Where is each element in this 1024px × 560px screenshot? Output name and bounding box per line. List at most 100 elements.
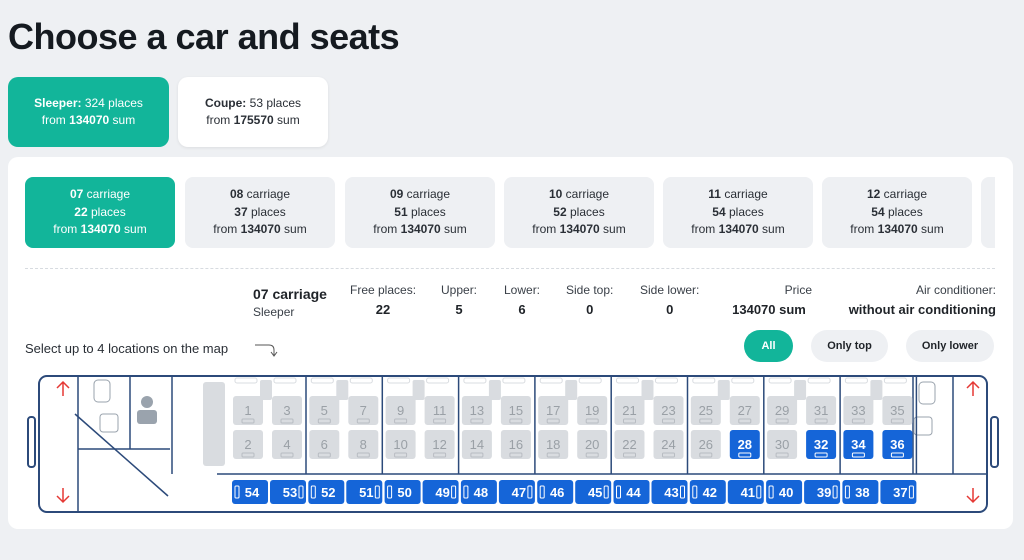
filter-only-top-button[interactable]: Only top	[811, 330, 888, 362]
seat-number: 25	[699, 403, 713, 418]
seat-number: 40	[779, 485, 793, 500]
seat-32[interactable]	[806, 430, 837, 459]
car-type-name: Sleeper:	[34, 96, 82, 110]
car-type-tab-coupe[interactable]: Coupe: 53 places from 175570 sum	[178, 77, 328, 147]
side-seat-50[interactable]	[384, 480, 421, 504]
carriage-from: from	[850, 222, 875, 236]
car-type-tab-sleeper[interactable]: Sleeper: 324 places from 134070 sum	[8, 77, 169, 147]
arrow-up-right-icon	[966, 380, 980, 396]
carriage-unit: sum	[444, 222, 467, 236]
side-seat-41[interactable]	[727, 480, 764, 504]
carriage-tab-next-partial[interactable]	[981, 177, 995, 248]
seat-pillow	[908, 485, 914, 499]
info-label: Free places:	[350, 283, 417, 297]
berth-head	[655, 377, 678, 384]
carriage-tab-08[interactable]: 08 carriage 37 places from 134070 sum	[185, 177, 335, 248]
carriage-tab-12[interactable]: 12 carriage 54 places from 134070 sum	[822, 177, 972, 248]
selected-carriage-title: 07 carriage	[253, 286, 327, 302]
seat-pillow	[234, 485, 240, 499]
info-value: 0	[666, 302, 674, 317]
carriage-from: from	[532, 222, 557, 236]
side-seat-51[interactable]	[346, 480, 383, 504]
berth-head	[234, 377, 258, 384]
carriage-tab-10[interactable]: 10 carriage 52 places from 134070 sum	[504, 177, 654, 248]
seat-24	[653, 430, 684, 459]
carriage-tab-09[interactable]: 09 carriage 51 places from 134070 sum	[345, 177, 495, 248]
seat-21	[614, 396, 645, 425]
seat-pillow	[616, 485, 621, 499]
seat-pillow	[280, 418, 294, 424]
carriage-word: carriage	[565, 187, 610, 201]
side-seat-48[interactable]	[460, 480, 497, 504]
seat-16	[500, 430, 531, 459]
seat-2	[233, 430, 263, 459]
seat-36[interactable]	[882, 430, 913, 459]
seat-34[interactable]	[843, 430, 874, 459]
seat-pillow	[851, 418, 865, 424]
info-label: Air conditioner:	[915, 283, 996, 297]
side-seat-43[interactable]	[651, 480, 688, 504]
seat-pillow	[680, 485, 685, 499]
side-seat-39[interactable]	[804, 480, 841, 504]
info-value: 6	[518, 302, 526, 317]
seat-9	[385, 396, 416, 425]
car-type-from: from	[41, 113, 66, 127]
seat-pillow	[768, 485, 774, 499]
filter-only-lower-button[interactable]: Only lower	[906, 330, 994, 362]
side-seat-46[interactable]	[537, 480, 574, 504]
side-seat-44[interactable]	[613, 480, 650, 504]
side-seat-42[interactable]	[689, 480, 726, 504]
seat-17	[538, 396, 569, 425]
seat-33	[843, 396, 874, 425]
seat-pillow	[546, 452, 560, 458]
seat-28[interactable]	[729, 430, 760, 459]
berth-head	[883, 377, 907, 384]
side-seat-47[interactable]	[498, 480, 535, 504]
seat-pillow	[585, 418, 599, 424]
side-seat-45[interactable]	[575, 480, 612, 504]
seat-number: 23	[661, 403, 675, 418]
seat-pillow	[890, 452, 904, 458]
seat-number: 45	[588, 485, 602, 500]
side-seat-52[interactable]	[308, 480, 345, 504]
seat-number: 7	[360, 403, 367, 418]
seat-3	[272, 396, 302, 425]
seat-pillow	[699, 418, 713, 424]
berth-head	[273, 377, 297, 384]
seat-pillow	[374, 485, 380, 499]
seat-14	[461, 430, 492, 459]
berth-head	[807, 377, 831, 384]
carriage-unit: sum	[921, 222, 944, 236]
filter-all-button[interactable]: All	[744, 330, 793, 362]
berth-head	[310, 377, 334, 384]
info-label: Price	[784, 283, 812, 297]
compartment-table	[717, 380, 730, 400]
side-seat-53[interactable]	[270, 480, 306, 504]
seat-number: 52	[321, 485, 335, 500]
seat-pillow	[394, 418, 408, 424]
seat-pillow	[527, 485, 533, 499]
side-seat-37[interactable]	[880, 480, 917, 504]
seat-pillow	[699, 452, 713, 458]
side-seat-49[interactable]	[422, 480, 459, 504]
carriage-tab-07[interactable]: 07 carriage 22 places from 134070 sum	[25, 177, 175, 248]
car-type-name: Coupe:	[204, 96, 247, 110]
side-seat-40[interactable]	[766, 480, 803, 504]
berth-head	[616, 377, 639, 384]
car-type-unit: sum	[112, 113, 136, 127]
side-seat-54[interactable]	[232, 480, 268, 504]
side-seat-38[interactable]	[842, 480, 879, 504]
seat-number: 2	[244, 437, 251, 452]
carriage-from: from	[213, 222, 238, 236]
seat-pillow	[356, 452, 370, 458]
carriage-word: carriage	[406, 187, 451, 201]
berth-head	[578, 377, 602, 384]
seat-number: 9	[397, 403, 404, 418]
seat-pillow	[433, 452, 447, 458]
seat-number: 1	[244, 403, 251, 418]
conductor-icon	[141, 396, 153, 408]
seat-pillow	[433, 418, 447, 424]
carriage-tab-11[interactable]: 11 carriage 54 places from 134070 sum	[663, 177, 813, 248]
seat-pillow	[662, 452, 675, 458]
info-label: Upper:	[441, 283, 478, 297]
